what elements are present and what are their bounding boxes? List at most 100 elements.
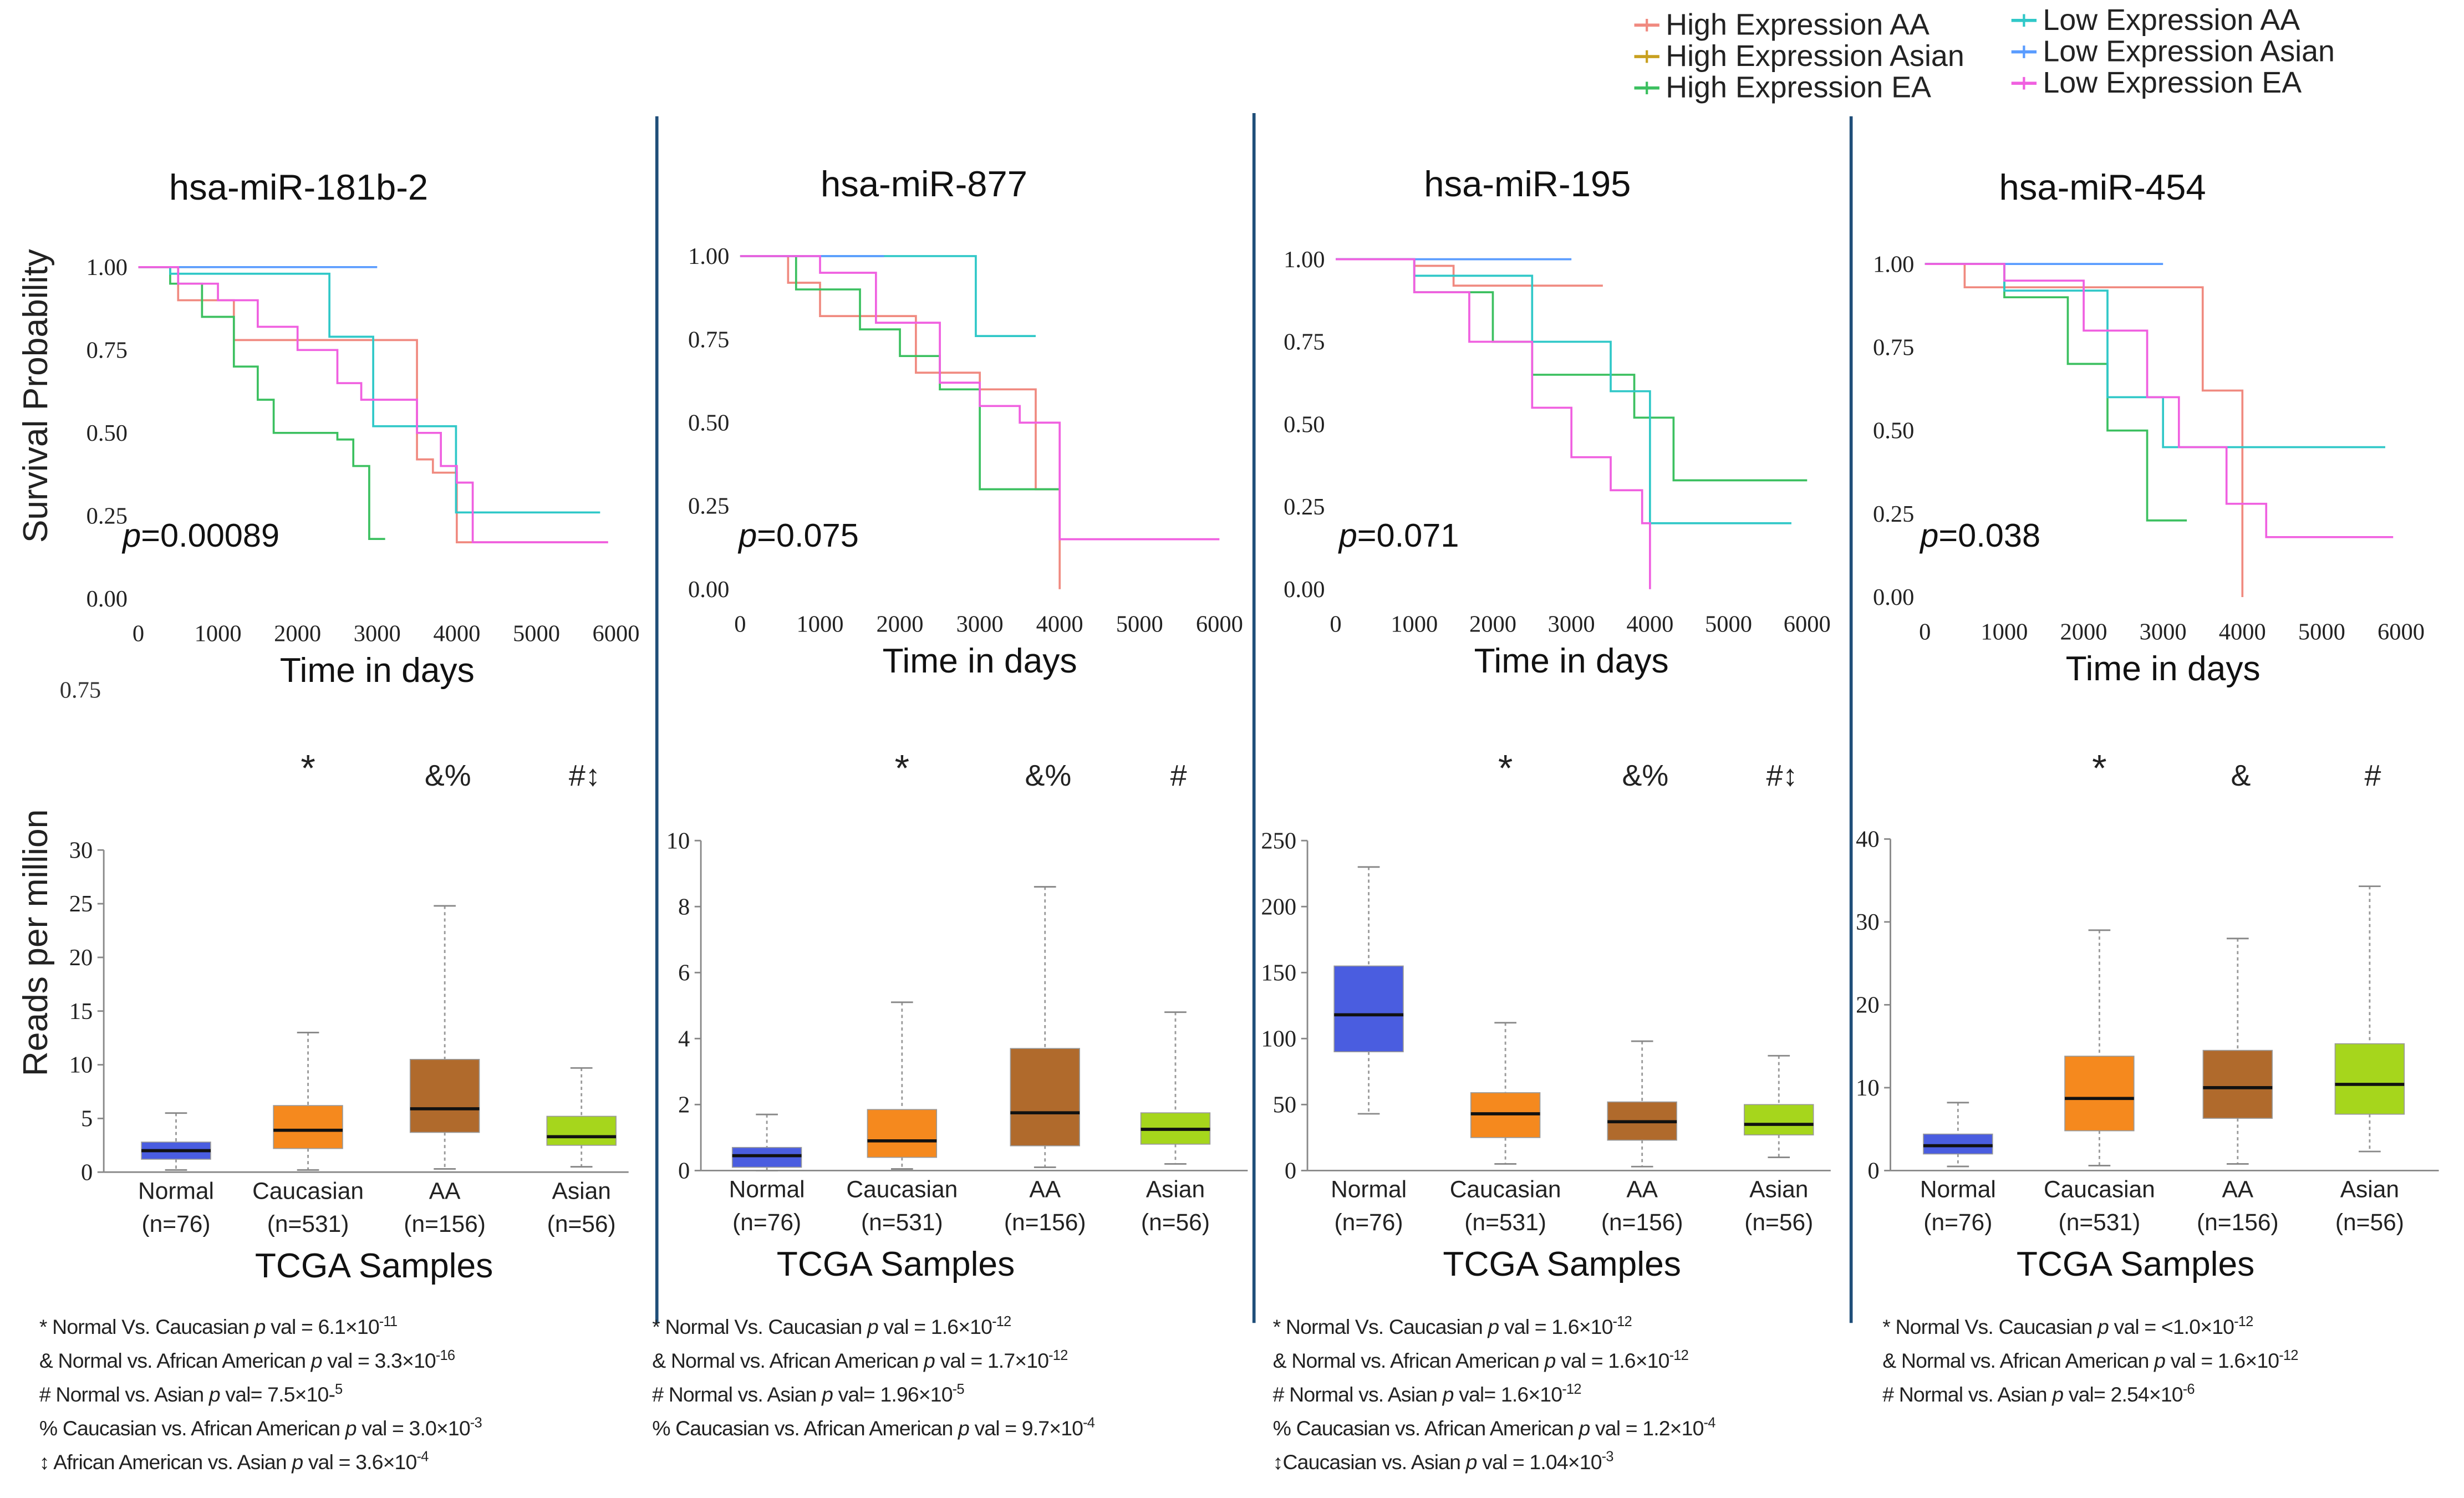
km-y-tick-label: 0.50 [1873,418,1914,444]
km-plot: hsa-miR-454 0.00 0.25 0.50 0.75 1.00 0 1000 2000… [1873,167,2425,688]
p-symbol: p [345,1417,357,1440]
p-value-text: =0.075 [757,517,859,554]
category-label: AA [1626,1177,1658,1203]
p-symbol: p [737,517,757,554]
footnote-exponent: -12 [992,1314,1011,1329]
footnote-value: val= 1.96×10 [833,1383,953,1406]
category-label: Normal [138,1178,214,1204]
footnote-exponent: -11 [379,1314,397,1329]
footnote-value: val = 1.6×10 [2165,1349,2279,1372]
category-n: (n=156) [1601,1210,1683,1236]
significance-mark: & [2231,759,2251,792]
p-symbol: p [121,517,141,554]
km-x-tick-label: 5000 [513,620,560,646]
footnote-label: & Normal vs. African American [652,1349,924,1372]
footnote-label: & Normal vs. African American [1882,1349,2154,1372]
category-label: Normal [1920,1177,1996,1203]
km-y-tick-label: 0.50 [688,410,729,436]
footnote-label: ↕ African American vs. Asian [39,1450,292,1474]
box-y-tick-label: 15 [69,998,93,1025]
iqr-box [1923,1133,1993,1155]
km-x-tick-label: 6000 [593,620,640,646]
category-label: Caucasian [252,1178,364,1204]
footnote-value: val = 1.6×10 [1555,1349,1669,1372]
iqr-box [2064,1056,2135,1132]
box-y-tick-label: 0 [1285,1158,1296,1184]
category-n: (n=76) [1923,1210,1992,1236]
footnote-label: & Normal vs. African American [1273,1349,1545,1372]
footnote: % Caucasian vs. African American p val =… [652,1415,1095,1440]
box-y-tick-label: 150 [1261,960,1296,986]
p-value-text: =0.00089 [141,517,279,554]
significance-mark: #↕ [569,759,600,792]
km-x-axis-label: Time in days [2066,650,2261,688]
footnote-value: val = 1.6×10 [878,1315,992,1338]
category-label: AA [429,1178,461,1204]
box-x-axis-label: TCGA Samples [2017,1245,2255,1283]
category-n: (n=76) [1335,1210,1403,1236]
footnote-exponent: -5 [953,1382,965,1397]
footnote: * Normal Vs. Caucasian p val = 6.1×10-11 [39,1314,397,1338]
footnote-label: # Normal vs. Asian [1273,1383,1443,1406]
footnote-value: val = 3.0×10 [357,1417,470,1440]
footnote: ↕ African American vs. Asian p val = 3.6… [39,1449,429,1474]
footnote-exponent: -16 [436,1348,455,1363]
km-plot: hsa-miR-877 0.00 0.25 0.50 0.75 1.00 0 1000 2000… [688,164,1243,680]
legend-label: Low Expression AA [2043,3,2300,37]
box-caucasian [273,1032,343,1171]
stray-tick-label: 0.75 [60,677,101,703]
p-symbol: p [958,1417,969,1440]
footnote-label: & Normal vs. African American [39,1349,311,1372]
footnote-label: % Caucasian vs. African American [39,1417,345,1440]
footnote: % Caucasian vs. African American p val =… [1273,1415,1716,1440]
category-label: Asian [552,1178,611,1204]
km-y-axis-label: Survival Probability [17,248,55,543]
category-label: Asian [2340,1177,2399,1203]
box-y-tick-label: 8 [678,894,690,920]
km-x-axis-label: Time in days [280,651,475,690]
category-n: (n=531) [861,1210,943,1236]
footnote: # Normal vs. Asian p val= 2.54×10-6 [1882,1382,2195,1406]
km-y-tick-label: 0.25 [1284,494,1325,520]
significance-mark: &% [1622,759,1668,792]
km-curve-low-expression-aa [1336,258,1791,524]
footnote-exponent: -12 [1048,1348,1067,1363]
box-asian [1140,1011,1211,1165]
box-y-tick-label: 250 [1261,828,1296,854]
footnote-value: val = 1.04×10 [1477,1450,1602,1474]
footnote-label: * Normal Vs. Caucasian [1273,1315,1488,1338]
legend-item: High Expression AA [1634,8,1930,41]
footnote-value: val = 1.2×10 [1590,1417,1703,1440]
category-n: (n=156) [404,1211,486,1237]
p-symbol: p [2154,1349,2165,1372]
box-y-tick-label: 0 [678,1158,690,1184]
km-x-tick-label: 6000 [1784,611,1831,637]
km-curve-high-expression-aa [740,255,1061,589]
footnote-label: # Normal vs. Asian [1882,1383,2052,1406]
footnote-exponent: -4 [1704,1415,1716,1431]
km-curve-low-expression-ea [1925,263,2394,538]
legend-item: Low Expression AA [2011,3,2300,37]
km-x-tick-label: 5000 [2298,619,2345,645]
footnote-exponent: -12 [2279,1348,2298,1363]
km-curve-high-expression-ea [138,266,385,540]
km-x-tick-label: 2000 [2060,619,2107,645]
footnote: & Normal vs. African American p val = 1.… [1882,1348,2298,1372]
category-n: (n=156) [1004,1210,1086,1236]
km-p-value: p=0.075 [737,517,859,554]
p-symbol: p [923,1349,935,1372]
box-normal [1923,1102,1993,1168]
iqr-box [273,1105,343,1149]
footnotes: * Normal Vs. Caucasian p val = <1.0×10-1… [1882,1314,2298,1406]
box-y-tick-label: 25 [69,891,93,917]
km-x-tick-label: 2000 [1469,611,1516,637]
footnote-value: val= 2.54×10 [2063,1383,2183,1406]
footnote-label: # Normal vs. Asian [652,1383,822,1406]
box-caucasian [2064,929,2135,1166]
km-y-tick-label: 0.00 [1873,584,1914,610]
box-asian [546,1067,617,1168]
km-x-tick-label: 0 [133,620,144,646]
km-curve-low-expression-ea [138,266,608,543]
km-y-tick-label: 1.00 [1284,247,1325,273]
